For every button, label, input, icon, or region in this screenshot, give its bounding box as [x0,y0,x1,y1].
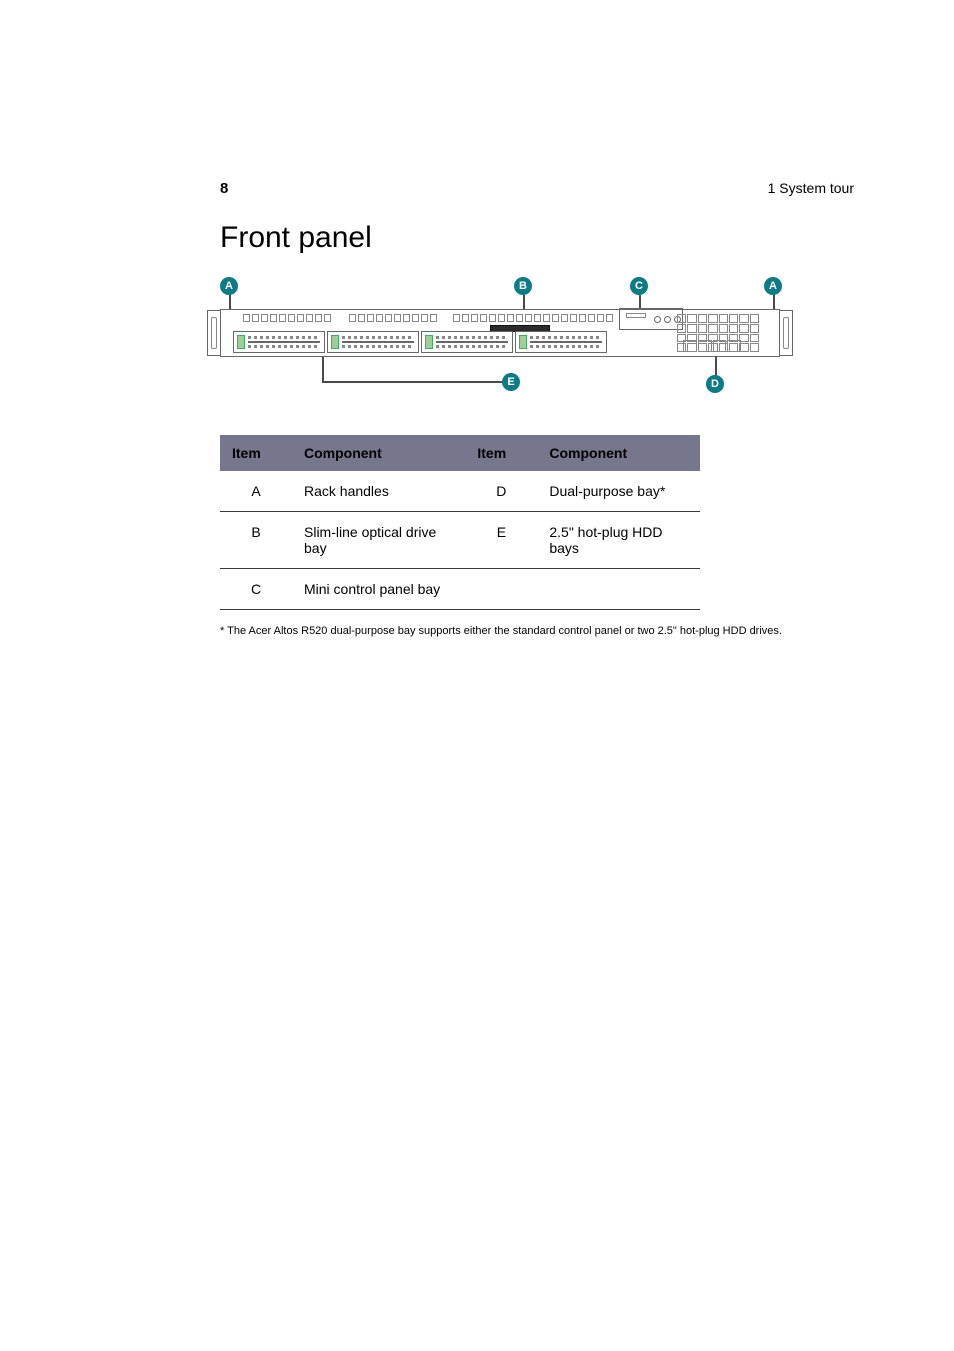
callout-d: D [706,375,724,393]
hdd-bay [233,331,325,353]
cell-component: Dual-purpose bay* [537,471,700,512]
footnote: * The Acer Altos R520 dual-purpose bay s… [220,624,820,639]
vent-row [453,314,613,322]
section-title: 1 System tour [768,180,854,196]
callout-a-left: A [220,277,238,295]
callout-e: E [502,373,520,391]
cell-item [465,569,537,610]
table-row: C Mini control panel bay [220,569,700,610]
vent-row [243,314,331,322]
hdd-bay [515,331,607,353]
cell-component: Rack handles [292,471,465,512]
cell-component [537,569,700,610]
rack-handle-right [779,310,793,356]
table-header-item2: Item [465,435,537,471]
callout-line [773,295,775,309]
rack-handle-left [207,310,221,356]
callout-b: B [514,277,532,295]
cell-component: 2.5" hot-plug HDD bays [537,512,700,569]
page-number: 8 [220,180,228,197]
component-table: Item Component Item Component A Rack han… [220,435,700,610]
vent-row [349,314,437,322]
callout-c: C [630,277,648,295]
chassis [220,309,780,357]
callout-line [715,357,717,377]
callout-line [229,295,231,309]
page-title: Front panel [220,221,854,255]
cell-item: B [220,512,292,569]
cell-item: C [220,569,292,610]
bay-row [233,331,607,353]
hdd-bay [421,331,513,353]
cell-component: Mini control panel bay [292,569,465,610]
table-row: A Rack handles D Dual-purpose bay* [220,471,700,512]
hdd-bay [327,331,419,353]
table-header-component2: Component [537,435,700,471]
callout-line [523,295,525,309]
cell-item: E [465,512,537,569]
cell-component: Slim-line optical drive bay [292,512,465,569]
mini-control-panel [619,308,683,330]
table-header-item: Item [220,435,292,471]
table-header-component: Component [292,435,465,471]
table-row: B Slim-line optical drive bay E 2.5" hot… [220,512,700,569]
callout-a-right: A [764,277,782,295]
cell-item: D [465,471,537,512]
callout-line [322,381,502,383]
vent-small [683,340,741,352]
cell-item: A [220,471,292,512]
callout-line [322,357,324,381]
front-panel-diagram: A B C A [220,277,780,407]
